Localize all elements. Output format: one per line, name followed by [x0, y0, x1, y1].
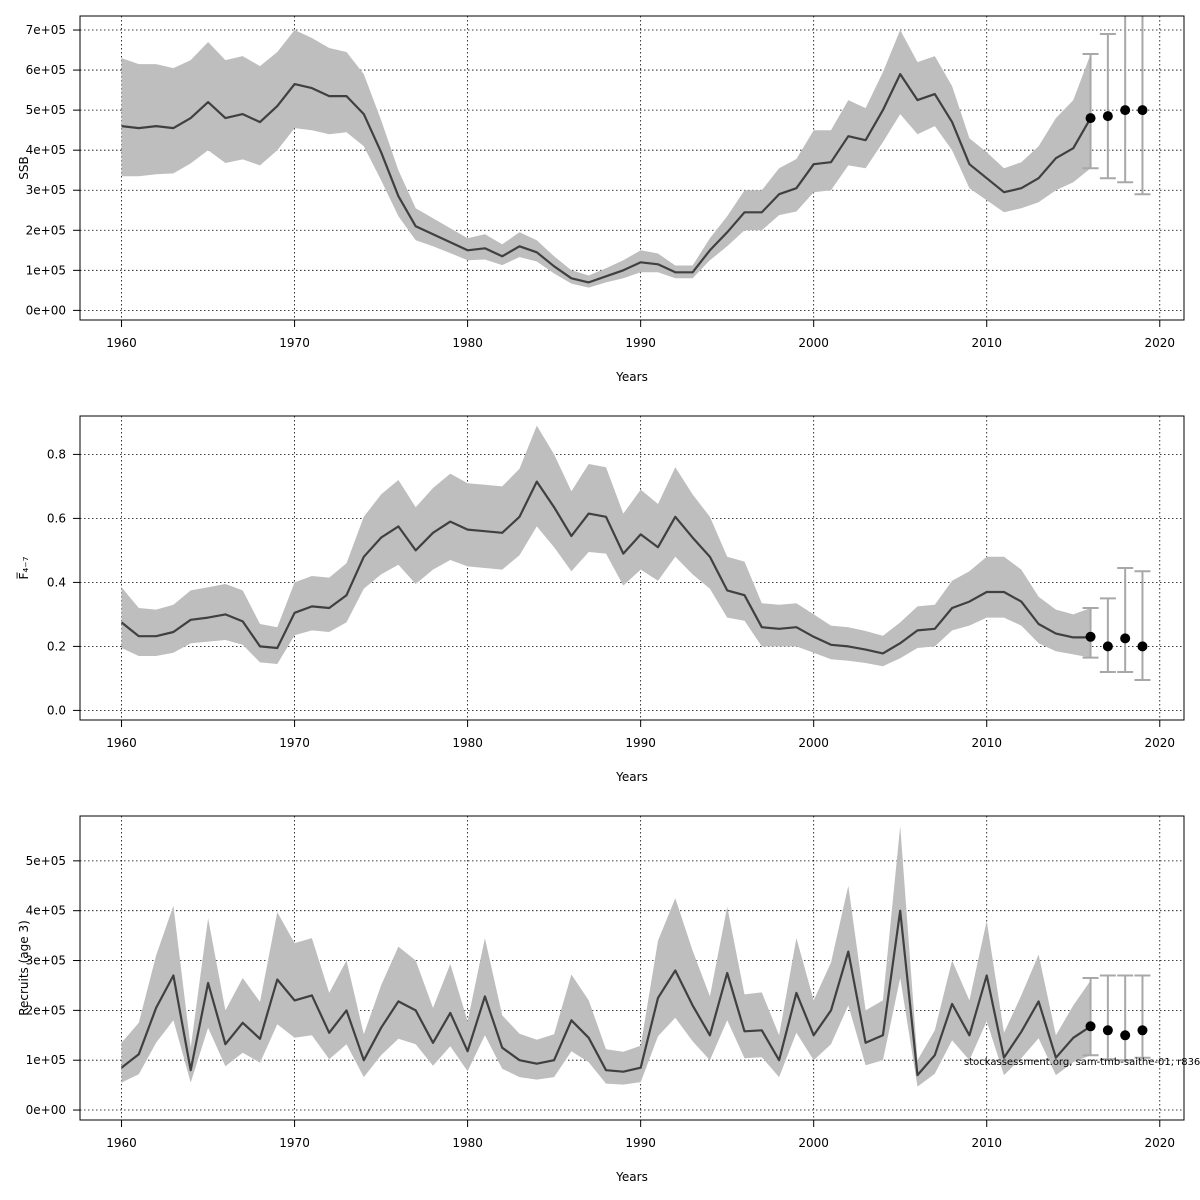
- x-tick-label: 2000: [798, 336, 829, 350]
- x-tick-label: 1980: [452, 736, 483, 750]
- y-tick-label: 5e+05: [26, 854, 66, 868]
- panel-2: 1960 1970 1980 1990 2000 2010 2020 0.0 0.2 0.4 0.6…: [16, 415, 1185, 784]
- panel-3: 1960 1970 1980 1990 2000 2010 2020 0e+00 1e+05 2e…: [17, 815, 1185, 1184]
- y-tick-label: 0.0: [47, 703, 66, 717]
- plot-frame: [79, 15, 1185, 321]
- x-tick-label: 2010: [971, 736, 1002, 750]
- y-tick-label: 0.6: [47, 511, 66, 525]
- confidence-band: [121, 30, 1091, 288]
- x-tick-label: 2020: [1145, 1136, 1176, 1150]
- forecast-group: [1082, 567, 1151, 681]
- y-tick-label: 1e+05: [26, 1053, 66, 1067]
- forecast-point: [1102, 641, 1113, 652]
- x-tick-label: 1970: [279, 1136, 310, 1150]
- x-tick-label: 2000: [798, 736, 829, 750]
- x-axis-title: Years: [615, 1170, 648, 1184]
- x-tick-label: 2000: [798, 1136, 829, 1150]
- forecast-group: [1082, 974, 1151, 1062]
- forecast-point: [1102, 1025, 1113, 1036]
- x-tick-label: 1980: [452, 336, 483, 350]
- forecast-point: [1085, 631, 1096, 642]
- y-tick-label: 3e+05: [26, 183, 66, 197]
- footnote-text: stockassessment.org, sam-tmb-saithe-01, …: [964, 1057, 1200, 1068]
- y-tick-label: 6e+05: [26, 63, 66, 77]
- y-axis-title: Recruits (age 3): [17, 920, 31, 1016]
- y-tick-label: 2e+05: [26, 223, 66, 237]
- y-tick-label: 5e+05: [26, 103, 66, 117]
- estimate-line: [120, 480, 1091, 655]
- confidence-band: [121, 826, 1091, 1087]
- forecast-point: [1120, 105, 1131, 116]
- y-tick-label: 0.2: [47, 639, 66, 653]
- y-tick-label: 0e+00: [26, 1103, 66, 1117]
- forecast-point: [1120, 1030, 1131, 1041]
- x-tick-label: 2010: [971, 336, 1002, 350]
- x-tick-label: 1990: [625, 736, 656, 750]
- forecast-point: [1137, 1025, 1148, 1036]
- x-tick-label: 2010: [971, 1136, 1002, 1150]
- y-tick-label: 0.4: [47, 575, 66, 589]
- x-axis-title: Years: [615, 770, 648, 784]
- forecast-point: [1102, 111, 1113, 122]
- estimate-line: [120, 909, 1092, 1077]
- y-tick-label: 0.8: [47, 447, 66, 461]
- x-tick-label: 1970: [279, 336, 310, 350]
- y-tick-label: 1e+05: [26, 263, 66, 277]
- forecast-group: [1082, 16, 1151, 196]
- forecast-point: [1085, 1021, 1096, 1032]
- forecast-point: [1120, 633, 1131, 644]
- confidence-band: [121, 425, 1091, 667]
- forecast-point: [1085, 113, 1096, 124]
- x-tick-label: 1960: [106, 1136, 137, 1150]
- x-tick-label: 1960: [106, 736, 137, 750]
- y-tick-label: 4e+05: [26, 904, 66, 918]
- estimate-line: [121, 72, 1092, 284]
- x-tick-label: 1980: [452, 1136, 483, 1150]
- chart-panels: 1960 1970 1980 1990 2000 2010 2020 0e+00 1e+05 2e…: [16, 15, 1185, 1184]
- forecast-point: [1137, 105, 1148, 116]
- x-tick-label: 1990: [625, 336, 656, 350]
- plot-frame: [79, 815, 1185, 1121]
- y-tick-label: 0e+00: [26, 303, 66, 317]
- y-tick-label: 2e+05: [26, 1003, 66, 1017]
- y-axis-title: SSB: [17, 156, 31, 179]
- x-tick-label: 1990: [625, 1136, 656, 1150]
- y-tick-label: 3e+05: [26, 954, 66, 968]
- x-tick-label: 1970: [279, 736, 310, 750]
- y-tick-label: 4e+05: [26, 143, 66, 157]
- y-tick-label: 7e+05: [26, 23, 66, 37]
- x-tick-label: 1960: [106, 336, 137, 350]
- x-axis-title: Years: [615, 370, 648, 384]
- y-axis-title: F̅₄₋₇: [16, 556, 31, 579]
- x-tick-label: 2020: [1145, 736, 1176, 750]
- forecast-point: [1137, 641, 1148, 652]
- plot-frame: [79, 415, 1185, 721]
- panel-1: 1960 1970 1980 1990 2000 2010 2020 0e+00 1e+05 2e…: [17, 15, 1185, 384]
- x-tick-label: 2020: [1145, 336, 1176, 350]
